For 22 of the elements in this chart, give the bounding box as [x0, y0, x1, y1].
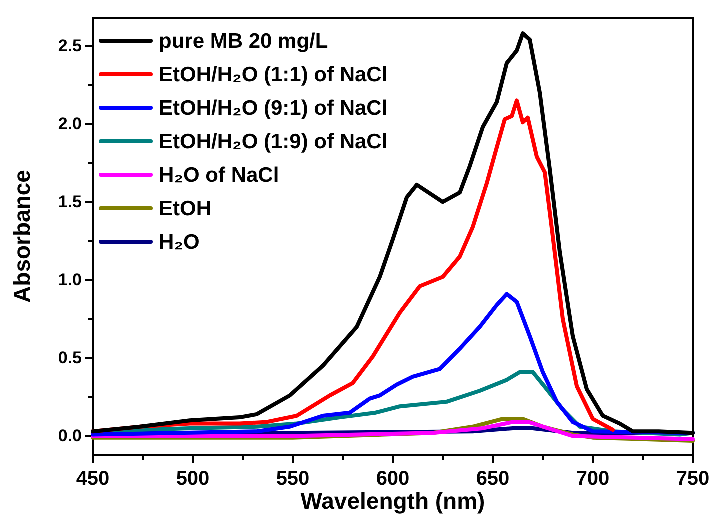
legend-label: pure MB 20 mg/L [159, 30, 328, 53]
y-tick-label: 1.5 [58, 192, 82, 212]
x-tick-label: 650 [476, 468, 510, 490]
y-axis-title: Absorbance [9, 170, 35, 303]
legend-label: EtOH/H₂O (1:9) of NaCl [159, 130, 388, 154]
x-tick-label: 500 [176, 468, 210, 490]
legend-label: H₂O of NaCl [159, 164, 280, 187]
x-axis-title: Wavelength (nm) [300, 488, 486, 514]
y-tick-label: 0.5 [58, 348, 82, 368]
x-tick-label: 700 [576, 468, 610, 490]
legend-label: EtOH/H₂O (9:1) of NaCl [159, 97, 388, 120]
x-tick-label: 600 [376, 468, 410, 490]
x-tick-label: 550 [276, 468, 310, 490]
y-tick-label: 2.0 [58, 114, 82, 134]
legend-label: EtOH [159, 198, 212, 220]
x-tick-label: 450 [76, 468, 110, 490]
y-tick-label: 2.5 [58, 36, 82, 56]
y-tick-label: 0.0 [58, 426, 82, 446]
legend-label: H₂O [159, 231, 200, 254]
x-tick-label: 750 [676, 468, 710, 490]
legend-label: EtOH/H₂O (1:1) of NaCl [159, 64, 388, 86]
y-tick-label: 1.0 [58, 270, 82, 290]
